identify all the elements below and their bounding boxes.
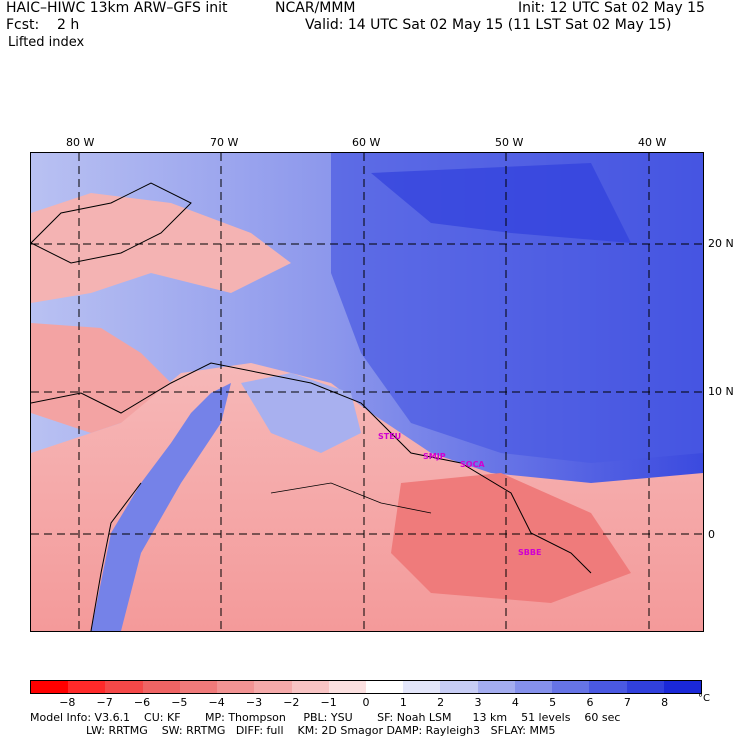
colorbar [30,680,702,694]
colorbar-tick-label: 1 [399,696,407,709]
colorbar-cell [514,681,553,693]
colorbar-cell [663,681,701,693]
model-info-line2: LW: RRTMG SW: RRTMG DIFF: full KM: 2D Sm… [30,724,556,737]
colorbar-cell [552,681,590,693]
model-info-line1: Model Info: V3.6.1 CU: KF MP: Thompson P… [30,711,621,724]
lat-label-eq: 0 [708,528,715,541]
venezuela-stable-patch [241,373,361,453]
greater-antilles-coast [31,182,192,264]
lon-label-40w: 40 W [638,136,667,149]
caribbean-unstable-north [31,193,291,303]
lon-label-50w: 50 W [495,136,524,149]
station-label-sbbe: SBBE [518,548,542,557]
station-label-smjp: SMJP [423,452,446,461]
lat-label-10n: 10 N [708,385,734,398]
andes-stable-band [91,383,231,631]
colorbar-tick-label: 0 [362,696,370,709]
pacific-coastline [90,482,142,631]
colorbar-cell [403,681,441,693]
field-name: Lifted index [8,35,85,50]
colorbar-tick-label: −1 [320,696,337,709]
colorbar-cell [179,681,218,693]
south-america-coastline [31,362,592,574]
colorbar-cell [142,681,180,693]
lifted-index-map: STEU SMJP SOCA SBBE [30,152,704,632]
colorbar-cell [328,681,366,693]
colorbar-cell [365,681,404,693]
amazon-unstable-core [391,473,631,603]
colorbar-cell [589,681,627,693]
colorbar-unit: °C [698,693,710,704]
lon-label-80w: 80 W [66,136,95,149]
map-canvas [31,153,703,631]
colorbar-tick-label: 6 [586,696,594,709]
colorbar-cell [68,681,106,693]
colorbar-cell [626,681,664,693]
forecast-hour: Fcst: 2 h [6,17,80,33]
lon-label-70w: 70 W [210,136,239,149]
colorbar-tick-label: −4 [208,696,225,709]
colorbar-tick-label: −5 [171,696,188,709]
colorbar-tick-label: −8 [59,696,76,709]
colorbar-cell [217,681,255,693]
station-label-steu: STEU [378,432,402,441]
colorbar-cell [31,681,69,693]
org-label: NCAR/MMM [275,0,356,16]
lat-label-20n: 20 N [708,237,734,250]
colorbar-tick-label: 4 [511,696,519,709]
init-time: Init: 12 UTC Sat 02 May 15 [518,0,705,16]
central-america-unstable [31,323,171,433]
lon-label-60w: 60 W [352,136,381,149]
colorbar-tick-label: 3 [474,696,482,709]
colorbar-tick-label: 2 [437,696,445,709]
colorbar-cell [254,681,292,693]
colorbar-tick-label: 5 [549,696,557,709]
colorbar-tick-label: 8 [661,696,669,709]
max-stable-core [371,163,631,243]
station-label-soca: SOCA [460,460,485,469]
model-title: HAIC–HIWC 13km ARW–GFS init [6,0,228,16]
colorbar-cell [440,681,478,693]
colorbar-tick-label: −2 [283,696,300,709]
colorbar-tick-label: −6 [133,696,151,709]
graticule [31,153,703,631]
valid-time: Valid: 14 UTC Sat 02 May 15 (11 LST Sat … [305,17,672,33]
border-line [270,482,432,514]
colorbar-tick-label: −7 [96,696,113,709]
colorbar-tick-label: −3 [245,696,263,709]
colorbar-cell [291,681,329,693]
colorbar-cell [105,681,143,693]
colorbar-tick-label: 7 [623,696,631,709]
colorbar-cell [477,681,515,693]
